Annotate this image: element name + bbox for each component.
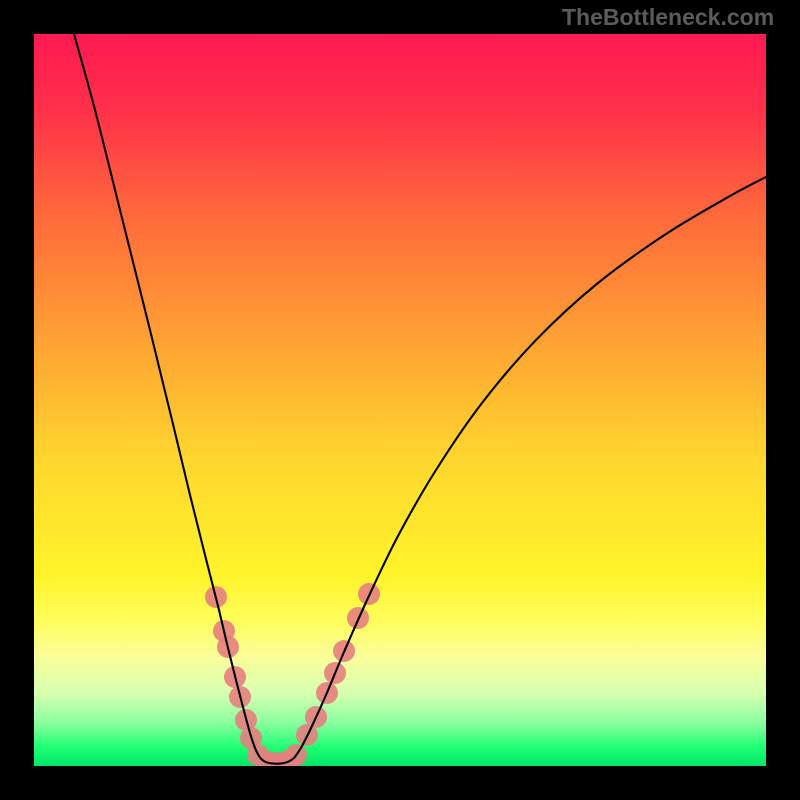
- outer-frame: [0, 0, 800, 800]
- watermark-text: TheBottleneck.com: [562, 4, 774, 31]
- stage: TheBottleneck.com: [0, 0, 800, 800]
